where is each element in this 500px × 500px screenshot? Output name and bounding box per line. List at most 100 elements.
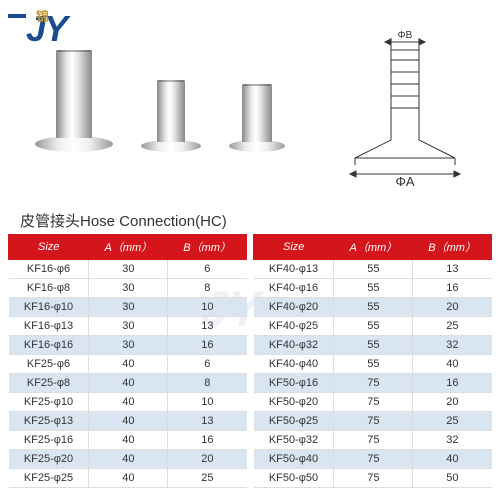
cell-a: 75 bbox=[334, 393, 413, 412]
cell-a: 55 bbox=[334, 279, 413, 298]
table-row: KF50-φ407540 bbox=[254, 450, 492, 469]
table-row: KF25-φ104010 bbox=[9, 393, 247, 412]
cell-b: 32 bbox=[413, 431, 492, 450]
col-a: A（mm） bbox=[334, 235, 413, 260]
cell-b: 20 bbox=[413, 393, 492, 412]
col-size: Size bbox=[9, 235, 89, 260]
cell-b: 50 bbox=[413, 469, 492, 488]
cell-size: KF25-φ8 bbox=[9, 374, 89, 393]
cell-size: KF50-φ32 bbox=[254, 431, 334, 450]
cell-b: 20 bbox=[413, 298, 492, 317]
cell-b: 32 bbox=[413, 336, 492, 355]
cell-size: KF40-φ40 bbox=[254, 355, 334, 374]
cell-a: 30 bbox=[89, 317, 168, 336]
cell-a: 40 bbox=[89, 374, 168, 393]
spec-table-right: Size A（mm） B（mm） KF40-φ135513KF40-φ16551… bbox=[253, 234, 492, 488]
cell-size: KF40-φ16 bbox=[254, 279, 334, 298]
cell-a: 40 bbox=[89, 355, 168, 374]
cell-a: 30 bbox=[89, 260, 168, 279]
cell-size: KF16-φ10 bbox=[9, 298, 89, 317]
cell-b: 10 bbox=[168, 393, 247, 412]
spec-table-left: Size A（mm） B（mm） KF16-φ6306KF16-φ8308KF1… bbox=[8, 234, 247, 488]
cell-a: 40 bbox=[89, 412, 168, 431]
table-row: KF40-φ325532 bbox=[254, 336, 492, 355]
cell-b: 40 bbox=[413, 355, 492, 374]
cell-size: KF50-φ50 bbox=[254, 469, 334, 488]
spec-tables: Size A（mm） B（mm） KF16-φ6306KF16-φ8308KF1… bbox=[8, 234, 492, 488]
diagram-label-a: ΦA bbox=[395, 174, 414, 189]
cell-a: 75 bbox=[334, 412, 413, 431]
cell-a: 55 bbox=[334, 317, 413, 336]
cell-a: 55 bbox=[334, 298, 413, 317]
table-row: KF40-φ135513 bbox=[254, 260, 492, 279]
table-row: KF16-φ8308 bbox=[9, 279, 247, 298]
cell-size: KF50-φ25 bbox=[254, 412, 334, 431]
cell-a: 30 bbox=[89, 336, 168, 355]
table-row: KF16-φ163016 bbox=[9, 336, 247, 355]
table-row: KF40-φ165516 bbox=[254, 279, 492, 298]
brand-logo: JY 锦 bbox=[8, 8, 66, 50]
col-size: Size bbox=[254, 235, 334, 260]
table-row: KF25-φ204020 bbox=[9, 450, 247, 469]
table-row: KF50-φ257525 bbox=[254, 412, 492, 431]
cell-a: 40 bbox=[89, 450, 168, 469]
fitting-image bbox=[35, 50, 113, 152]
page-title: 皮管接头Hose Connection(HC) bbox=[20, 210, 227, 231]
dimension-diagram: ΦA ΦB bbox=[335, 30, 475, 190]
cell-b: 13 bbox=[168, 317, 247, 336]
table-row: KF50-φ167516 bbox=[254, 374, 492, 393]
product-photos bbox=[35, 50, 285, 152]
fitting-image bbox=[229, 84, 285, 152]
cell-a: 75 bbox=[334, 431, 413, 450]
table-row: KF25-φ6406 bbox=[9, 355, 247, 374]
cell-a: 75 bbox=[334, 374, 413, 393]
table-row: KF50-φ327532 bbox=[254, 431, 492, 450]
cell-size: KF16-φ16 bbox=[9, 336, 89, 355]
cell-size: KF16-φ13 bbox=[9, 317, 89, 336]
cell-size: KF25-φ16 bbox=[9, 431, 89, 450]
cell-size: KF16-φ6 bbox=[9, 260, 89, 279]
cell-b: 40 bbox=[413, 450, 492, 469]
cell-a: 30 bbox=[89, 298, 168, 317]
table-row: KF25-φ254025 bbox=[9, 469, 247, 488]
cell-size: KF50-φ20 bbox=[254, 393, 334, 412]
cell-b: 8 bbox=[168, 279, 247, 298]
cell-b: 20 bbox=[168, 450, 247, 469]
cell-size: KF25-φ20 bbox=[9, 450, 89, 469]
col-b: B（mm） bbox=[413, 235, 492, 260]
cell-a: 55 bbox=[334, 260, 413, 279]
cell-size: KF40-φ25 bbox=[254, 317, 334, 336]
cell-size: KF50-φ16 bbox=[254, 374, 334, 393]
table-row: KF25-φ8408 bbox=[9, 374, 247, 393]
cell-size: KF40-φ13 bbox=[254, 260, 334, 279]
table-row: KF16-φ133013 bbox=[9, 317, 247, 336]
cell-a: 40 bbox=[89, 431, 168, 450]
cell-size: KF40-φ32 bbox=[254, 336, 334, 355]
cell-b: 16 bbox=[168, 336, 247, 355]
table-row: KF50-φ207520 bbox=[254, 393, 492, 412]
table-row: KF40-φ405540 bbox=[254, 355, 492, 374]
cell-b: 16 bbox=[413, 374, 492, 393]
col-a: A（mm） bbox=[89, 235, 168, 260]
cell-b: 6 bbox=[168, 355, 247, 374]
cell-size: KF16-φ8 bbox=[9, 279, 89, 298]
table-row: KF25-φ134013 bbox=[9, 412, 247, 431]
table-row: KF25-φ164016 bbox=[9, 431, 247, 450]
cell-b: 8 bbox=[168, 374, 247, 393]
cell-a: 40 bbox=[89, 469, 168, 488]
table-row: KF40-φ255525 bbox=[254, 317, 492, 336]
cell-a: 40 bbox=[89, 393, 168, 412]
cell-size: KF25-φ10 bbox=[9, 393, 89, 412]
cell-a: 75 bbox=[334, 469, 413, 488]
table-row: KF50-φ507550 bbox=[254, 469, 492, 488]
diagram-label-b: ΦB bbox=[398, 30, 413, 41]
cell-b: 10 bbox=[168, 298, 247, 317]
cell-a: 30 bbox=[89, 279, 168, 298]
table-row: KF16-φ103010 bbox=[9, 298, 247, 317]
cell-a: 55 bbox=[334, 355, 413, 374]
cell-b: 16 bbox=[168, 431, 247, 450]
col-b: B（mm） bbox=[168, 235, 247, 260]
cell-size: KF40-φ20 bbox=[254, 298, 334, 317]
cell-b: 13 bbox=[168, 412, 247, 431]
cell-a: 75 bbox=[334, 450, 413, 469]
